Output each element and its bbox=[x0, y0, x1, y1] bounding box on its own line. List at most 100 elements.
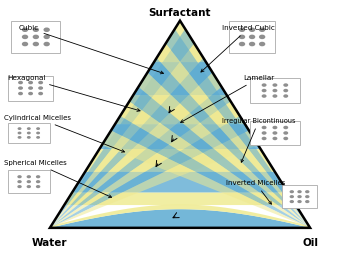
Circle shape bbox=[283, 131, 288, 135]
Text: Irregular Bicontinuous: Irregular Bicontinuous bbox=[222, 118, 296, 162]
Circle shape bbox=[36, 132, 40, 134]
Circle shape bbox=[18, 92, 23, 95]
Circle shape bbox=[27, 175, 31, 178]
Polygon shape bbox=[133, 62, 227, 95]
Polygon shape bbox=[50, 209, 310, 228]
Polygon shape bbox=[85, 149, 275, 172]
Circle shape bbox=[262, 131, 266, 135]
Text: Spherical Micelles: Spherical Micelles bbox=[4, 160, 112, 197]
Polygon shape bbox=[111, 116, 310, 228]
Circle shape bbox=[22, 27, 28, 32]
Circle shape bbox=[28, 86, 33, 90]
Polygon shape bbox=[64, 193, 296, 205]
Polygon shape bbox=[99, 124, 261, 149]
Polygon shape bbox=[102, 131, 310, 228]
Circle shape bbox=[273, 131, 278, 135]
Circle shape bbox=[262, 137, 266, 140]
Polygon shape bbox=[157, 44, 310, 228]
FancyBboxPatch shape bbox=[8, 170, 50, 193]
Polygon shape bbox=[129, 87, 310, 228]
Circle shape bbox=[239, 35, 245, 39]
Circle shape bbox=[262, 126, 266, 129]
Polygon shape bbox=[148, 58, 310, 228]
Circle shape bbox=[36, 136, 40, 139]
Circle shape bbox=[297, 190, 302, 193]
Circle shape bbox=[18, 86, 23, 90]
Circle shape bbox=[249, 27, 255, 32]
Polygon shape bbox=[72, 172, 288, 193]
Circle shape bbox=[259, 27, 265, 32]
Circle shape bbox=[33, 27, 39, 32]
Text: Inverted Micelles: Inverted Micelles bbox=[226, 180, 285, 204]
Text: Oil: Oil bbox=[302, 238, 318, 248]
Circle shape bbox=[33, 35, 39, 39]
Circle shape bbox=[289, 190, 294, 193]
Polygon shape bbox=[115, 95, 245, 124]
Circle shape bbox=[44, 27, 50, 32]
Circle shape bbox=[36, 175, 40, 178]
Circle shape bbox=[36, 127, 40, 130]
Circle shape bbox=[22, 42, 28, 46]
FancyBboxPatch shape bbox=[8, 123, 50, 143]
Polygon shape bbox=[50, 205, 310, 228]
Circle shape bbox=[44, 42, 50, 46]
Polygon shape bbox=[50, 116, 249, 228]
Circle shape bbox=[273, 89, 278, 92]
Circle shape bbox=[289, 200, 294, 203]
Circle shape bbox=[305, 195, 310, 198]
Circle shape bbox=[259, 35, 265, 39]
Circle shape bbox=[18, 132, 22, 134]
Circle shape bbox=[249, 35, 255, 39]
Circle shape bbox=[283, 89, 288, 92]
FancyBboxPatch shape bbox=[250, 78, 300, 103]
Text: Surfactant: Surfactant bbox=[149, 8, 211, 18]
Circle shape bbox=[36, 180, 40, 183]
Polygon shape bbox=[50, 29, 194, 228]
Circle shape bbox=[239, 27, 245, 32]
Circle shape bbox=[27, 132, 31, 134]
Circle shape bbox=[22, 35, 28, 39]
Text: Cubic: Cubic bbox=[18, 25, 163, 74]
Circle shape bbox=[239, 42, 245, 46]
Circle shape bbox=[289, 195, 294, 198]
Circle shape bbox=[38, 81, 43, 84]
Polygon shape bbox=[120, 101, 310, 228]
Text: Cylindrical Micelles: Cylindrical Micelles bbox=[4, 115, 125, 152]
Circle shape bbox=[28, 81, 33, 84]
FancyBboxPatch shape bbox=[11, 21, 60, 53]
Circle shape bbox=[17, 180, 22, 183]
Circle shape bbox=[27, 127, 31, 130]
Polygon shape bbox=[50, 87, 231, 228]
Text: Lamellar: Lamellar bbox=[181, 75, 275, 122]
Circle shape bbox=[17, 175, 22, 178]
Polygon shape bbox=[50, 72, 222, 228]
Circle shape bbox=[18, 81, 23, 84]
Polygon shape bbox=[50, 131, 258, 228]
Circle shape bbox=[283, 94, 288, 98]
FancyBboxPatch shape bbox=[229, 21, 275, 53]
Circle shape bbox=[38, 86, 43, 90]
Circle shape bbox=[283, 126, 288, 129]
Circle shape bbox=[273, 83, 278, 87]
Circle shape bbox=[249, 42, 255, 46]
Polygon shape bbox=[50, 101, 240, 228]
Polygon shape bbox=[154, 21, 206, 62]
Polygon shape bbox=[50, 58, 212, 228]
Circle shape bbox=[33, 42, 39, 46]
Circle shape bbox=[273, 94, 278, 98]
Circle shape bbox=[262, 94, 266, 98]
Circle shape bbox=[262, 89, 266, 92]
Circle shape bbox=[18, 136, 22, 139]
FancyBboxPatch shape bbox=[250, 121, 300, 145]
Text: Water: Water bbox=[32, 238, 68, 248]
Circle shape bbox=[283, 83, 288, 87]
Circle shape bbox=[18, 127, 22, 130]
Circle shape bbox=[17, 185, 22, 188]
FancyBboxPatch shape bbox=[282, 185, 317, 208]
Polygon shape bbox=[138, 72, 310, 228]
Circle shape bbox=[262, 83, 266, 87]
Circle shape bbox=[44, 35, 50, 39]
Circle shape bbox=[38, 92, 43, 95]
Circle shape bbox=[28, 92, 33, 95]
Text: Inverted Cubic: Inverted Cubic bbox=[201, 25, 275, 72]
